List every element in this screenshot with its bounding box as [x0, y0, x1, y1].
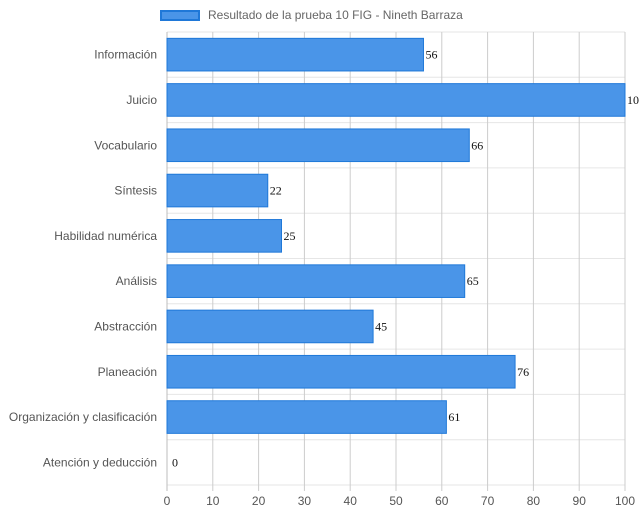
category-label: Síntesis [114, 184, 157, 198]
x-tick-label: 90 [573, 494, 587, 508]
bar [166, 128, 470, 163]
bar [166, 219, 282, 253]
x-tick-label: 80 [527, 494, 541, 508]
category-label: Organización y clasificación [9, 410, 157, 424]
legend-label: Resultado de la prueba 10 FIG - Nineth B… [208, 8, 463, 22]
x-tick-label: 100 [615, 494, 635, 508]
legend-swatch [160, 9, 200, 21]
category-label: Vocabulario [94, 138, 157, 152]
data-label: 61 [448, 410, 460, 424]
data-label: 65 [467, 274, 479, 288]
data-label: 76 [517, 365, 529, 379]
category-label: Planeación [98, 365, 157, 379]
x-tick-label: 0 [164, 494, 171, 508]
x-tick-label: 40 [344, 494, 358, 508]
x-tick-label: 10 [206, 494, 220, 508]
x-tick-label: 50 [389, 494, 403, 508]
x-tick-label: 70 [481, 494, 495, 508]
bar [166, 309, 374, 344]
x-tick-label: 60 [435, 494, 449, 508]
bar [166, 37, 424, 72]
category-label: Atención y deducción [43, 455, 157, 469]
category-label: Análisis [116, 274, 157, 288]
x-tick-label: 20 [252, 494, 266, 508]
bar [166, 173, 269, 208]
data-label: 0 [172, 455, 178, 469]
data-label: 66 [471, 138, 483, 152]
data-label: 25 [284, 229, 296, 243]
x-tick-label: 30 [298, 494, 312, 508]
category-label: Habilidad numérica [54, 229, 157, 243]
category-label: Información [94, 48, 157, 62]
category-label: Juicio [126, 93, 157, 107]
legend[interactable]: Resultado de la prueba 10 FIG - Nineth B… [160, 6, 463, 24]
data-label: 22 [270, 184, 282, 198]
category-label: Abstracción [94, 319, 157, 333]
data-label: 45 [375, 319, 387, 333]
bar [166, 354, 516, 389]
bar [166, 83, 626, 117]
data-label: 56 [425, 48, 437, 62]
data-label: 100 [627, 93, 639, 107]
bar [166, 400, 447, 434]
bar [166, 264, 466, 298]
